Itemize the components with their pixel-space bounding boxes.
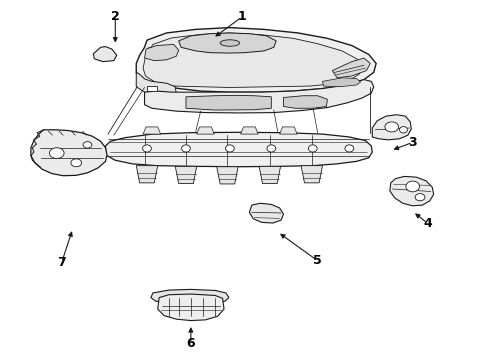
- Polygon shape: [151, 289, 228, 303]
- Polygon shape: [331, 58, 369, 78]
- Polygon shape: [143, 33, 362, 87]
- Text: 7: 7: [57, 256, 66, 269]
- Text: 1: 1: [237, 10, 246, 23]
- Polygon shape: [371, 115, 410, 140]
- Ellipse shape: [225, 145, 234, 152]
- Polygon shape: [279, 127, 297, 134]
- Ellipse shape: [405, 181, 419, 192]
- Polygon shape: [178, 33, 276, 53]
- Polygon shape: [147, 86, 157, 91]
- Text: 6: 6: [186, 337, 195, 350]
- Polygon shape: [283, 96, 327, 108]
- Ellipse shape: [399, 127, 407, 133]
- Polygon shape: [249, 203, 283, 223]
- Ellipse shape: [308, 145, 317, 152]
- Polygon shape: [144, 80, 373, 113]
- Polygon shape: [136, 28, 375, 92]
- Text: 2: 2: [111, 10, 120, 23]
- Polygon shape: [158, 294, 224, 320]
- Polygon shape: [93, 46, 117, 62]
- Polygon shape: [143, 127, 160, 134]
- Ellipse shape: [384, 122, 398, 132]
- Ellipse shape: [71, 159, 81, 167]
- Ellipse shape: [49, 148, 64, 158]
- Polygon shape: [216, 167, 238, 184]
- Ellipse shape: [181, 145, 190, 152]
- Ellipse shape: [414, 194, 424, 201]
- Ellipse shape: [83, 141, 92, 148]
- Polygon shape: [105, 132, 371, 167]
- Polygon shape: [322, 78, 360, 87]
- Polygon shape: [144, 44, 178, 60]
- Ellipse shape: [220, 40, 239, 46]
- Ellipse shape: [344, 145, 353, 152]
- Ellipse shape: [142, 145, 151, 152]
- Ellipse shape: [266, 145, 275, 152]
- Polygon shape: [31, 130, 107, 176]
- Polygon shape: [389, 176, 433, 206]
- Text: 5: 5: [313, 254, 322, 267]
- Polygon shape: [136, 166, 158, 183]
- Polygon shape: [259, 166, 280, 184]
- Text: 3: 3: [407, 136, 416, 149]
- Polygon shape: [301, 166, 322, 183]
- Polygon shape: [196, 127, 214, 134]
- Text: 4: 4: [422, 216, 431, 230]
- Polygon shape: [240, 127, 258, 134]
- Polygon shape: [136, 72, 176, 96]
- Polygon shape: [175, 166, 196, 184]
- Polygon shape: [185, 95, 271, 110]
